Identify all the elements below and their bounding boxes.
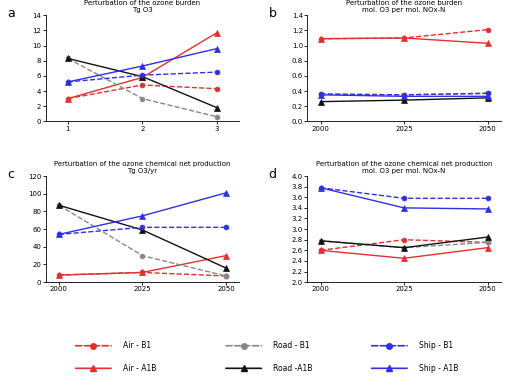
Text: Air - B1: Air - B1 — [123, 341, 151, 350]
Text: Ship - A1B: Ship - A1B — [418, 364, 458, 373]
Title: Perturbation of the ozone chemical net production
Tg O3/yr: Perturbation of the ozone chemical net p… — [54, 161, 230, 174]
Title: Perturbation of the ozone chemical net production
mol. O3 per mol. NOx-N: Perturbation of the ozone chemical net p… — [315, 161, 491, 174]
Text: c: c — [7, 168, 14, 181]
Title: Perturbation of the ozone burden
mol. O3 per mol. NOx-N: Perturbation of the ozone burden mol. O3… — [345, 0, 461, 13]
Text: d: d — [268, 168, 276, 181]
Text: Road -A1B: Road -A1B — [273, 364, 312, 373]
Title: Perturbation of the ozone burden
Tg O3: Perturbation of the ozone burden Tg O3 — [84, 0, 200, 13]
Text: Ship - B1: Ship - B1 — [418, 341, 452, 350]
Text: Road - B1: Road - B1 — [273, 341, 309, 350]
Text: Air - A1B: Air - A1B — [123, 364, 156, 373]
Text: b: b — [268, 7, 276, 20]
Text: a: a — [7, 7, 15, 20]
